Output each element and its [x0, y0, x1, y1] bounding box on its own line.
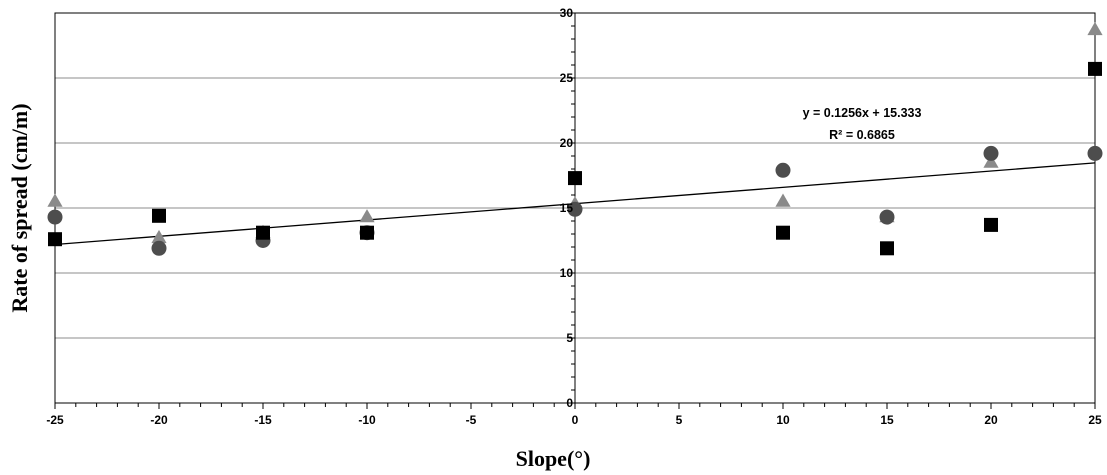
y-tick-label: 20: [560, 136, 574, 150]
y-tick-label: 30: [560, 6, 574, 20]
circle-point: [983, 145, 999, 161]
x-tick-label: -20: [150, 413, 168, 427]
x-tick-label: -25: [46, 413, 64, 427]
y-tick-label: 15: [560, 201, 574, 215]
x-tick-label: -10: [358, 413, 376, 427]
y-tick-label: 10: [560, 266, 574, 280]
tick-labels: -25 -20 -15 -10 -5 0 5 10 15 20 25 0 5 10 15 20 25 30: [46, 6, 1102, 427]
triangle-point: [775, 193, 791, 207]
square-point: [360, 225, 374, 240]
x-axis-title: Slope(°): [516, 446, 591, 471]
circle-point: [47, 209, 63, 225]
triangle-point: [983, 154, 999, 168]
circle-point: [567, 201, 583, 217]
x-tick-label: -15: [254, 413, 272, 427]
data-points: [47, 21, 1103, 256]
y-tick-label: 5: [566, 331, 573, 345]
circle-point: [1087, 145, 1103, 161]
square-point: [152, 208, 166, 223]
square-point: [48, 232, 62, 247]
y-tick-label: 25: [560, 71, 574, 85]
x-tick-label: 25: [1088, 413, 1102, 427]
circle-point: [151, 240, 167, 256]
x-tick-label: 10: [776, 413, 790, 427]
square-point: [880, 241, 894, 256]
trendline-equation: y = 0.1256x + 15.333: [803, 106, 922, 120]
square-point: [776, 225, 790, 240]
x-tick-label: 5: [676, 413, 683, 427]
circle-point: [775, 162, 791, 178]
circle-point: [879, 209, 895, 225]
square-point: [984, 217, 998, 232]
x-tick-label: 20: [984, 413, 998, 427]
y-axis-title: Rate of spread (cm/m): [7, 103, 32, 312]
x-tick-label: 0: [572, 413, 579, 427]
square-point: [256, 225, 270, 240]
triangle-point: [47, 193, 63, 207]
x-tick-label: 15: [880, 413, 894, 427]
trendline-r-squared: R² = 0.6865: [829, 128, 895, 142]
triangle-point: [359, 209, 375, 223]
triangle-point: [1087, 21, 1103, 36]
x-tick-label: -5: [466, 413, 477, 427]
square-point: [1088, 61, 1102, 76]
triangle-point: [151, 229, 167, 244]
square-point: [568, 171, 582, 186]
y-tick-label: 0: [566, 396, 573, 410]
